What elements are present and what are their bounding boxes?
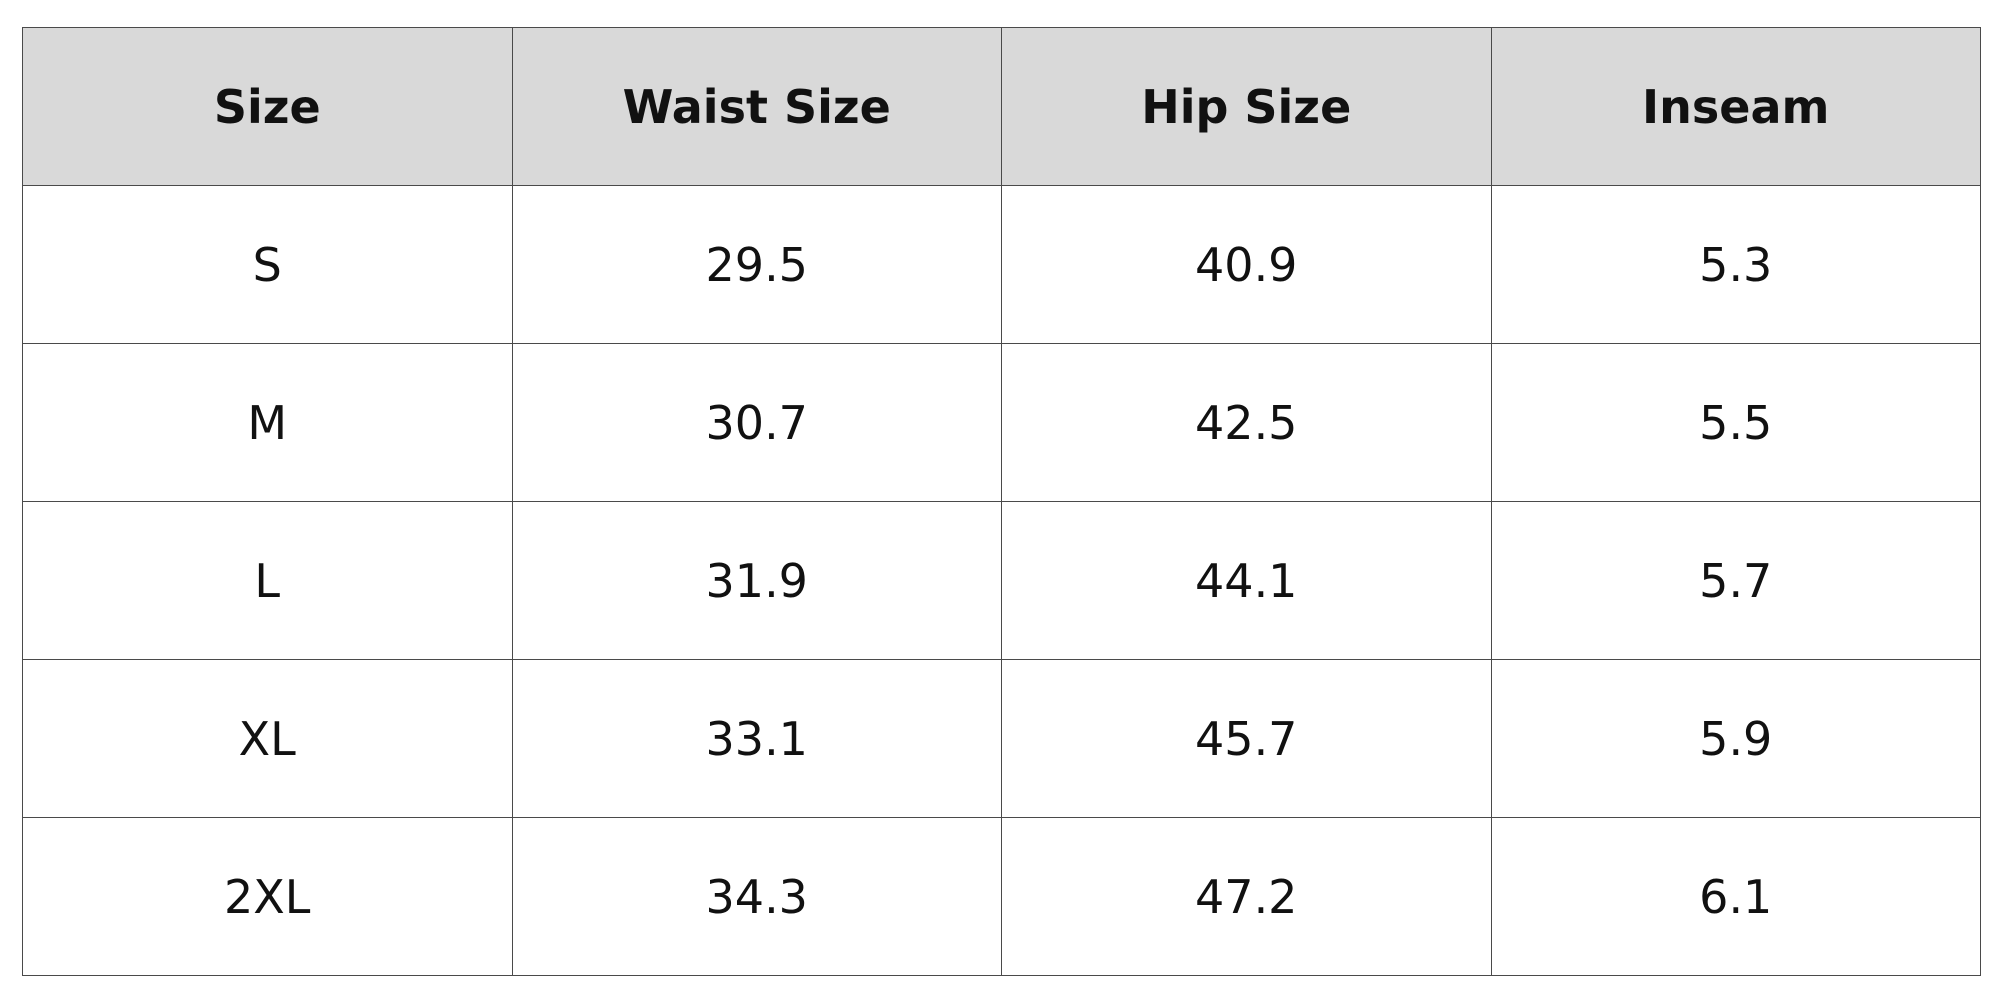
table-cell: XL xyxy=(22,659,513,818)
table-cell: 5.3 xyxy=(1490,185,1981,344)
header-cell: Inseam xyxy=(1490,27,1981,186)
table-row: L 31.9 44.1 5.7 xyxy=(22,501,1981,660)
header-cell: Size xyxy=(22,27,513,186)
table-cell: 30.7 xyxy=(511,343,1002,502)
table-row: XL 33.1 45.7 5.9 xyxy=(22,659,1981,818)
table-cell: 5.7 xyxy=(1490,501,1981,660)
table-row: M 30.7 42.5 5.5 xyxy=(22,343,1981,502)
table-body: S 29.5 40.9 5.3 M 30.7 42.5 5.5 L 31.9 44.1 5.7 XL 33… xyxy=(22,185,1981,976)
table-cell: 29.5 xyxy=(511,185,1002,344)
table-row: S 29.5 40.9 5.3 xyxy=(22,185,1981,344)
table-cell: 42.5 xyxy=(1001,343,1492,502)
header-cell: Waist Size xyxy=(511,27,1002,186)
table-cell: 31.9 xyxy=(511,501,1002,660)
table-cell: 44.1 xyxy=(1001,501,1492,660)
table-cell: M xyxy=(22,343,513,502)
table-cell: 47.2 xyxy=(1001,817,1492,976)
table-cell: 40.9 xyxy=(1001,185,1492,344)
table-cell: 33.1 xyxy=(511,659,1002,818)
header-cell: Hip Size xyxy=(1001,27,1492,186)
table-cell: 34.3 xyxy=(511,817,1002,976)
header-row: Size Waist Size Hip Size Inseam xyxy=(22,27,1981,186)
table-cell: S xyxy=(22,185,513,344)
table-cell: L xyxy=(22,501,513,660)
table-cell: 45.7 xyxy=(1001,659,1492,818)
table-cell: 6.1 xyxy=(1490,817,1981,976)
table-cell: 2XL xyxy=(22,817,513,976)
size-table: Size Waist Size Hip Size Inseam S 29.5 40.9 5.… xyxy=(22,27,1981,976)
table-cell: 5.5 xyxy=(1490,343,1981,502)
table-cell: 5.9 xyxy=(1490,659,1981,818)
table-row: 2XL 34.3 47.2 6.1 xyxy=(22,817,1981,976)
table-header: Size Waist Size Hip Size Inseam xyxy=(22,27,1981,186)
